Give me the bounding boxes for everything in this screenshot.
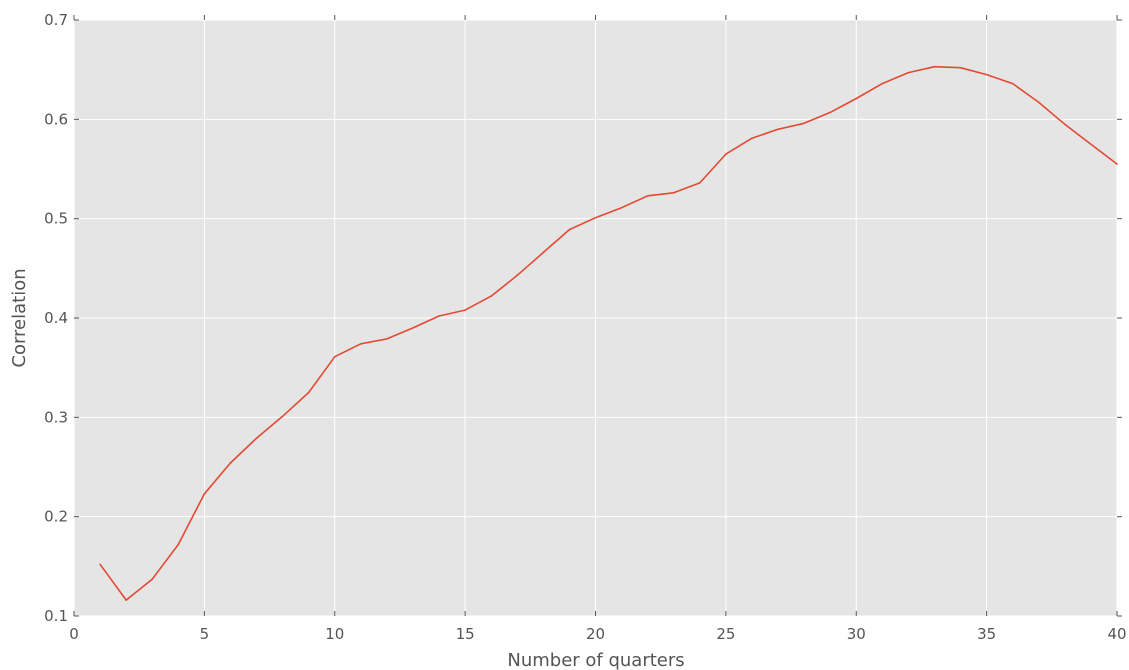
data-point xyxy=(125,599,127,601)
tick-marks xyxy=(73,15,1122,617)
x-tick-label: 40 xyxy=(1107,625,1126,643)
data-point xyxy=(203,493,206,495)
data-point xyxy=(281,415,284,418)
data-point xyxy=(933,65,936,68)
data-point xyxy=(255,437,258,439)
data-point xyxy=(725,153,727,155)
data-point xyxy=(99,563,101,566)
y-tick-label: 0.2 xyxy=(44,508,68,526)
data-point xyxy=(672,192,675,194)
data-point xyxy=(490,295,493,297)
data-point xyxy=(959,66,962,69)
data-points xyxy=(99,65,1118,601)
data-point xyxy=(1116,163,1118,165)
x-tick-labels: 0 5 10 15 20 25 30 35 40 xyxy=(69,625,1126,643)
data-point xyxy=(333,355,336,358)
y-tick-label: 0.6 xyxy=(44,110,68,128)
y-tick-label: 0.3 xyxy=(44,408,68,426)
x-tick-label: 0 xyxy=(69,625,79,643)
data-point xyxy=(229,462,232,464)
data-point xyxy=(542,251,545,254)
x-tick-label: 20 xyxy=(586,625,605,643)
data-point xyxy=(360,343,362,345)
x-tick-label: 30 xyxy=(847,625,866,643)
data-point xyxy=(177,543,180,546)
data-point xyxy=(829,111,831,114)
data-point xyxy=(1037,101,1040,104)
x-tick-label: 5 xyxy=(200,625,210,643)
x-tick-label: 35 xyxy=(977,625,996,643)
data-point xyxy=(907,71,910,74)
data-point xyxy=(620,206,623,209)
data-point xyxy=(803,122,805,125)
series-line xyxy=(99,65,1118,601)
data-point xyxy=(151,578,154,581)
data-point xyxy=(1090,143,1092,145)
y-axis-label: Correlation xyxy=(9,268,30,367)
data-point xyxy=(594,216,597,219)
y-tick-label: 0.1 xyxy=(44,607,68,625)
data-point xyxy=(464,309,466,311)
data-point xyxy=(985,73,988,76)
y-tick-label: 0.7 xyxy=(44,11,68,29)
y-tick-label: 0.5 xyxy=(44,210,68,228)
data-point xyxy=(1011,82,1014,85)
data-point xyxy=(855,97,858,100)
data-point xyxy=(412,327,414,329)
data-point xyxy=(881,82,884,85)
data-point xyxy=(307,391,310,394)
data-point xyxy=(516,274,519,277)
data-point xyxy=(1064,123,1066,126)
data-point xyxy=(777,128,779,131)
data-point xyxy=(438,315,440,317)
x-tick-label: 25 xyxy=(716,625,735,643)
data-point xyxy=(386,338,388,340)
data-point xyxy=(646,195,649,197)
x-tick-label: 10 xyxy=(325,625,344,643)
x-tick-label: 15 xyxy=(456,625,475,643)
data-point xyxy=(568,228,571,231)
data-point xyxy=(751,137,753,140)
x-axis-label: Number of quarters xyxy=(507,650,684,670)
data-point xyxy=(699,182,701,184)
y-tick-label: 0.4 xyxy=(44,309,68,327)
y-tick-labels: 0.1 0.2 0.3 0.4 0.5 0.6 0.7 xyxy=(44,11,68,625)
